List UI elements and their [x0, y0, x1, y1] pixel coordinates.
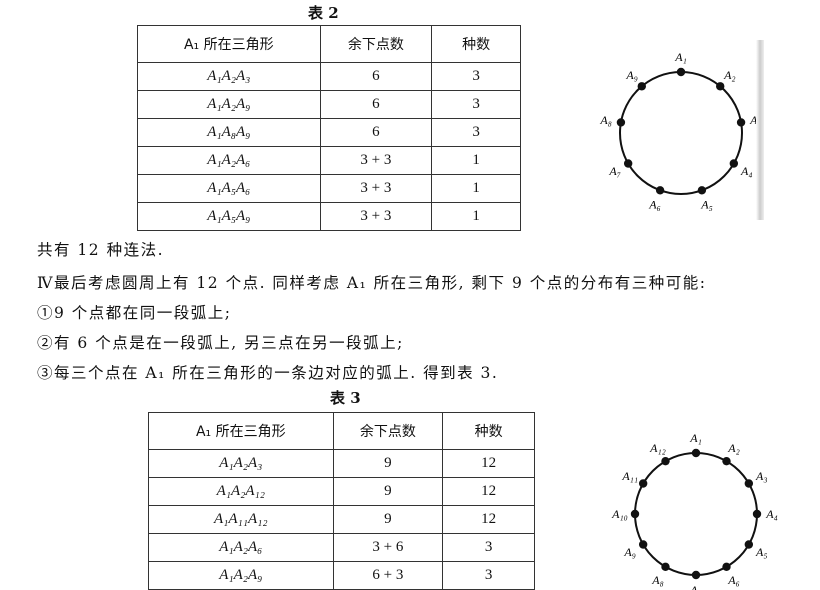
count-cell: 12: [442, 449, 535, 478]
triangle-cell: A₁A₅A₉: [137, 202, 321, 231]
triangle-cell: A₁A₂A₃: [137, 62, 321, 91]
circle-point: [716, 82, 725, 91]
triangle-cell: A₁A₂A₉: [137, 90, 321, 119]
triangle-cell: A₁A₂A₆: [137, 146, 321, 175]
text-line-4: ②有 6 个点是在一段弧上, 另三点在另一段弧上;: [37, 334, 404, 352]
remaining-points-cell: 3 + 3: [319, 202, 433, 231]
table-row: A₁A₂A₃ 6 3: [137, 62, 521, 91]
triangle-cell: A₁A₂A₁₂: [148, 477, 334, 506]
remaining-points-cell: 6: [319, 90, 433, 119]
table-header-row: A₁ 所在三角形 余下点数 种数: [148, 412, 535, 450]
table-row: A₁A₂A₁₂ 9 12: [148, 477, 535, 506]
count-cell: 1: [431, 174, 521, 203]
point-label: A₁: [674, 50, 687, 64]
point-label: A₈: [651, 573, 664, 587]
circle-point: [655, 186, 665, 195]
table-2: A₁ 所在三角形 余下点数 种数 A₁A₂A₃ 6 3 A₁A₂A₉ 6 3 A₁A₈A₉ 6 3 A₁…: [137, 25, 521, 231]
table-row: A₁A₂A₉ 6 3: [137, 90, 521, 119]
triangle-cell: A₁A₂A₆: [148, 533, 334, 562]
point-label: A₁: [689, 431, 702, 445]
circle-point: [638, 540, 648, 549]
table-header-row: A₁ 所在三角形 余下点数 种数: [137, 25, 521, 63]
count-cell: 3: [442, 533, 535, 562]
circle-point: [722, 562, 731, 572]
point-label: A₂: [723, 68, 736, 82]
circle-point: [691, 448, 701, 458]
point-label: A₁₂: [649, 441, 666, 455]
point-label: A₄: [740, 164, 753, 178]
count-cell: 12: [442, 505, 535, 534]
point-label: A₆: [648, 197, 661, 211]
point-label: A₈: [599, 113, 612, 127]
column-header: 余下点数: [332, 412, 444, 450]
circle-point: [623, 159, 633, 168]
scan-edge: [756, 40, 764, 220]
remaining-points-cell: 3 + 6: [332, 533, 444, 562]
triangle-cell: A₁A₁₁A₁₂: [148, 505, 334, 534]
circle-point: [744, 479, 754, 488]
circle-point: [744, 540, 754, 549]
text-line-2: Ⅳ最后考虑圆周上有 12 个点. 同样考虑 A₁ 所在三角形, 剩下 9 个点的…: [37, 274, 707, 292]
circle-point: [638, 479, 648, 488]
circle-point: [691, 570, 701, 580]
circle-point: [722, 456, 731, 466]
circle-point: [697, 186, 707, 195]
point-label: A₇: [608, 164, 621, 178]
count-cell: 12: [442, 477, 535, 506]
column-header: 余下点数: [319, 25, 433, 63]
circle-point: [676, 67, 686, 77]
point-label: A₇: [689, 583, 702, 590]
count-cell: 1: [431, 146, 521, 175]
point-label: A₁₁: [621, 469, 638, 483]
point-label: A₄: [765, 507, 778, 521]
table2-caption: 表 2: [308, 4, 339, 22]
column-header: A₁ 所在三角形: [137, 25, 321, 63]
circle-point: [729, 159, 739, 168]
circle-point: [661, 456, 670, 466]
circle-point: [637, 82, 646, 91]
table-row: A₁A₈A₉ 6 3: [137, 118, 521, 147]
count-cell: 3: [431, 62, 521, 91]
table-row: A₁A₁₁A₁₂ 9 12: [148, 505, 535, 534]
column-header: 种数: [431, 25, 521, 63]
text-line-1: 共有 12 种连法.: [37, 241, 165, 259]
count-cell: 3: [431, 118, 521, 147]
remaining-points-cell: 3 + 3: [319, 174, 433, 203]
circle-point: [661, 562, 670, 572]
point-label: A₂: [727, 441, 740, 455]
circle-point: [616, 118, 626, 127]
point-label: A₉: [625, 68, 638, 82]
text-line-3: ①9 个点都在同一段弧上;: [37, 304, 232, 322]
column-header: 种数: [442, 412, 535, 450]
point-label: A₅: [755, 545, 768, 559]
remaining-points-cell: 6: [319, 118, 433, 147]
table3-caption: 表 3: [330, 389, 361, 407]
circle-point: [752, 509, 762, 519]
point-label: A₁₀: [611, 507, 628, 521]
triangle-cell: A₁A₈A₉: [137, 118, 321, 147]
text-line-5: ③每三个点在 A₁ 所在三角形的一条边对应的弧上. 得到表 3.: [37, 364, 499, 382]
point-label: A₆: [727, 573, 740, 587]
circle-point: [630, 509, 640, 519]
circle-point: [736, 118, 746, 127]
circle-outline: [634, 452, 758, 576]
point-label: A₃: [755, 469, 768, 483]
count-cell: 1: [431, 202, 521, 231]
point-label: A₉: [623, 545, 636, 559]
point-label: A₅: [700, 197, 713, 211]
